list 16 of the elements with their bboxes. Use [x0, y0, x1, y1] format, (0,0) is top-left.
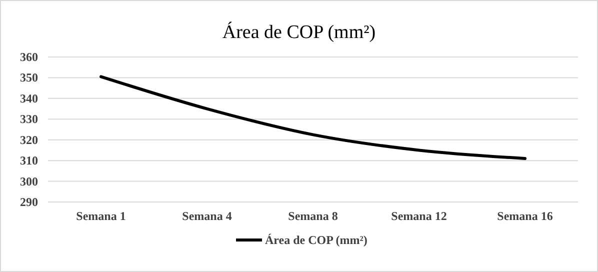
- y-tick-label: 320: [20, 132, 38, 147]
- y-tick-label: 290: [20, 195, 38, 209]
- y-tick-label: 340: [20, 91, 38, 106]
- line-series: [100, 75, 526, 160]
- x-tick-label: Semana 8: [288, 209, 338, 223]
- chart-title: Área de COP (mm²): [222, 21, 376, 43]
- y-tick-label: 360: [20, 50, 38, 64]
- y-tick-label: 300: [20, 174, 38, 188]
- y-tick-label: 350: [20, 70, 38, 85]
- x-tick-label: Semana 12: [391, 209, 447, 223]
- x-tick-label: Semana 1: [76, 209, 126, 223]
- x-tick-label: Semana 16: [497, 209, 553, 223]
- x-tick-label: Semana 4: [182, 209, 232, 223]
- y-tick-label: 310: [20, 154, 38, 168]
- y-tick-label: 330: [20, 112, 38, 126]
- legend-label: Área de COP (mm²): [265, 233, 368, 247]
